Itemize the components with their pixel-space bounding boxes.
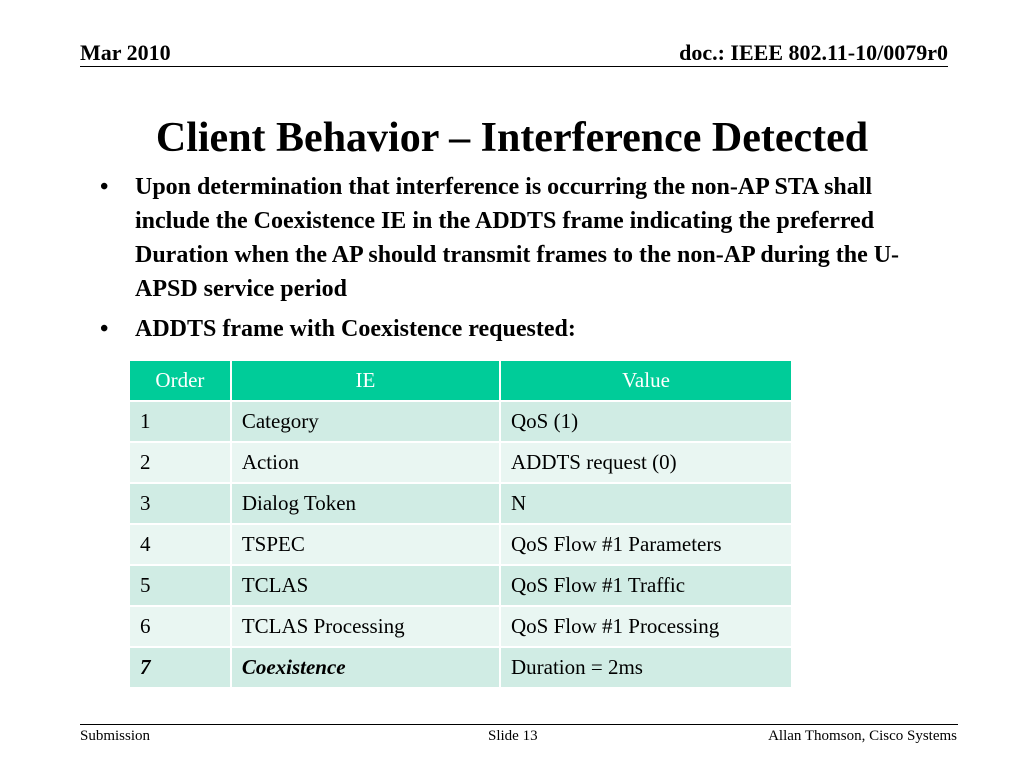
cell-order: 5 [128,564,232,607]
cell-ie: TSPEC [229,523,501,566]
cell-value: Duration = 2ms [498,646,794,689]
cell-ie: Coexistence [229,646,501,689]
bullet-text: ADDTS frame with Coexistence requested: [135,316,576,342]
header-divider [80,66,948,67]
column-header-value: Value [498,359,794,402]
table-row: 6 TCLAS Processing QoS Flow #1 Processin… [128,605,794,648]
cell-ie: TCLAS [229,564,501,607]
header-doc-id: doc.: IEEE 802.11-10/0079r0 [679,40,948,65]
cell-order: 4 [128,523,232,566]
bullet-icon: • [100,316,109,342]
cell-value: QoS (1) [498,400,794,443]
bullet-item: • ADDTS frame with Coexistence requested… [100,312,920,346]
cell-value: QoS Flow #1 Traffic [498,564,794,607]
column-header-ie: IE [229,359,501,402]
slide-title: Client Behavior – Interference Detected [155,115,869,161]
cell-ie: Action [229,441,501,484]
addts-frame-table: Order IE Value 1 Category QoS (1) 2 Acti… [128,359,794,689]
table-row: 4 TSPEC QoS Flow #1 Parameters [128,523,794,566]
cell-order: 6 [128,605,232,648]
bullet-item: • Upon determination that interference i… [100,170,920,306]
bullet-text: Upon determination that interference is … [135,174,900,302]
footer-author: Allan Thomson, Cisco Systems [768,728,957,744]
table-row: 3 Dialog Token N [128,482,794,525]
cell-value: QoS Flow #1 Parameters [498,523,794,566]
cell-order: 3 [128,482,232,525]
cell-value: ADDTS request (0) [498,441,794,484]
cell-ie: Category [229,400,501,443]
table-row: 5 TCLAS QoS Flow #1 Traffic [128,564,794,607]
table-row-highlighted: 7 Coexistence Duration = 2ms [128,646,794,689]
bullet-list: • Upon determination that interference i… [100,170,920,352]
table-row: 1 Category QoS (1) [128,400,794,443]
bullet-icon: • [100,174,109,200]
footer-divider [80,724,958,725]
cell-ie: Dialog Token [229,482,501,525]
cell-order: 7 [128,646,232,689]
header-date: Mar 2010 [80,40,171,65]
cell-order: 1 [128,400,232,443]
table-header-row: Order IE Value [128,359,794,402]
cell-value: QoS Flow #1 Processing [498,605,794,648]
footer-submission: Submission [80,728,151,744]
cell-order: 2 [128,441,232,484]
footer-slide-number: Slide 13 [488,728,538,744]
cell-ie: TCLAS Processing [229,605,501,648]
cell-value: N [498,482,794,525]
table-row: 2 Action ADDTS request (0) [128,441,794,484]
column-header-order: Order [128,359,232,402]
